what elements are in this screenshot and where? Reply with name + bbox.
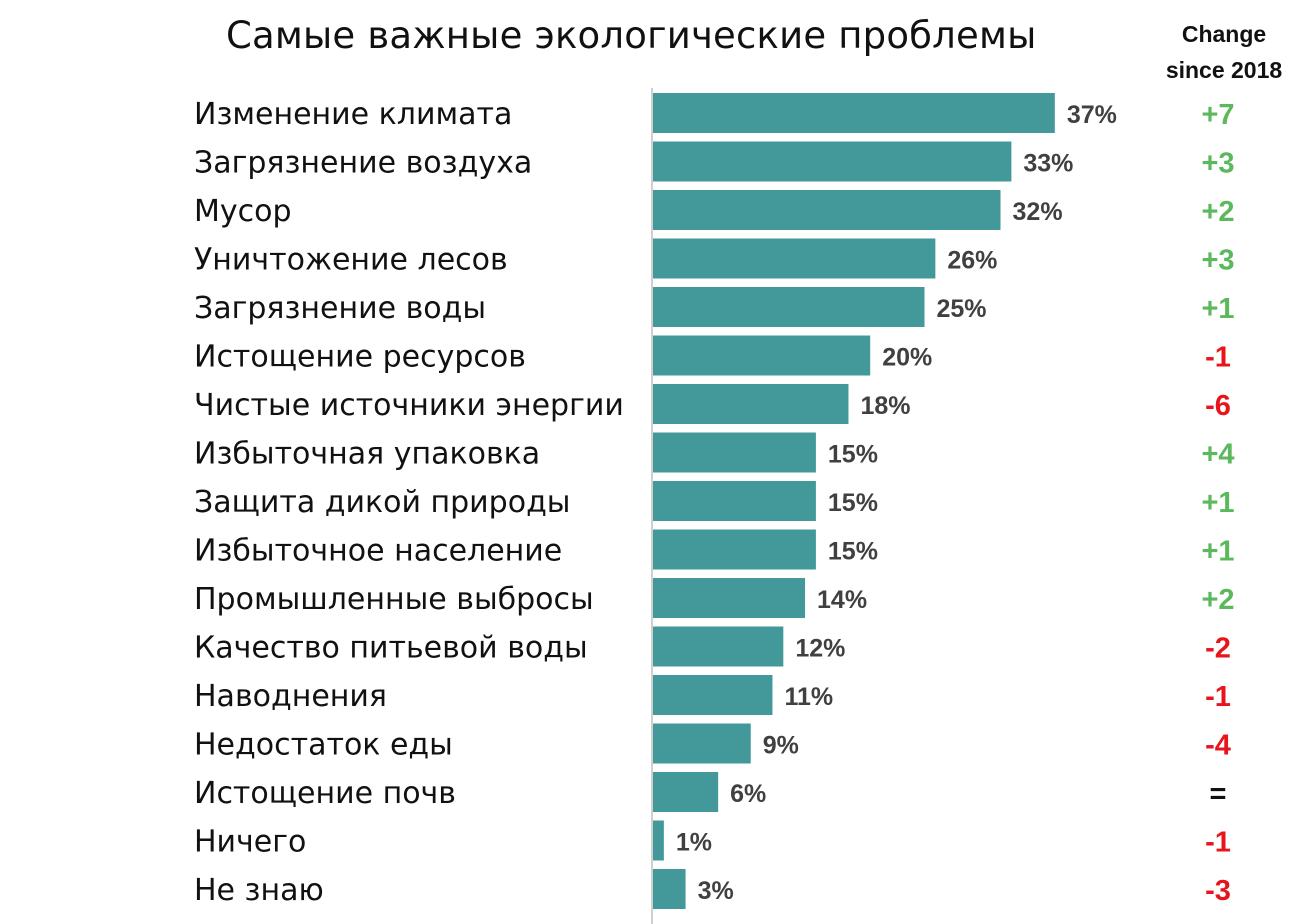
bar	[653, 529, 816, 570]
bar	[653, 190, 1001, 230]
change-value: +2	[1201, 584, 1234, 616]
bar-value-label: 33%	[1023, 150, 1073, 178]
bar-value-label: 37%	[1067, 101, 1117, 129]
bar	[653, 93, 1055, 133]
change-header-line-2: since 2018	[1165, 57, 1283, 83]
change-value: -6	[1205, 390, 1231, 422]
category-label: Наводнения	[194, 679, 387, 714]
bar-value-label: 15%	[828, 489, 878, 517]
change-header-line-1: Change	[1181, 21, 1267, 47]
bar	[653, 675, 773, 715]
change-value: +1	[1201, 293, 1234, 325]
category-label: Мусор	[194, 194, 292, 229]
bar-value-label: 15%	[828, 538, 878, 566]
bar-value-label: 1%	[676, 829, 712, 857]
bar-value-label: 15%	[828, 441, 878, 469]
category-label: Истощение почв	[194, 776, 456, 811]
change-value: +3	[1201, 148, 1234, 180]
bar-value-label: 12%	[795, 635, 845, 663]
bar	[653, 820, 664, 861]
change-value: -1	[1205, 681, 1231, 713]
category-label: Не знаю	[194, 873, 324, 908]
bar-value-label: 11%	[784, 683, 833, 711]
bar-value-label: 25%	[937, 295, 987, 323]
change-value: =	[1210, 778, 1227, 810]
bar	[653, 723, 751, 764]
category-label: Недостаток еды	[194, 728, 453, 763]
bar-value-label: 32%	[1013, 198, 1063, 226]
bar	[653, 141, 1012, 182]
change-value: -1	[1205, 827, 1231, 859]
change-value: -4	[1205, 730, 1231, 762]
change-value: -2	[1205, 633, 1231, 665]
category-label: Защита дикой природы	[194, 485, 571, 520]
change-value: +2	[1201, 196, 1234, 228]
bar-value-label: 26%	[947, 247, 997, 275]
chart-title: Самые важные экологические проблемы	[226, 14, 1037, 57]
category-label: Загрязнение воздуха	[194, 146, 532, 181]
category-label: Загрязнение воды	[194, 291, 486, 326]
bar	[653, 772, 719, 812]
category-label: Избыточное население	[194, 534, 562, 569]
change-value: +3	[1201, 245, 1234, 277]
bar	[653, 481, 816, 521]
change-value: -1	[1205, 342, 1231, 374]
category-label: Качество питьевой воды	[194, 631, 588, 666]
bar	[653, 287, 925, 327]
category-label: Уничтожение лесов	[194, 243, 508, 278]
bar-value-label: 20%	[882, 344, 932, 372]
change-header: Change since 2018	[1142, 16, 1301, 88]
bar-value-label: 3%	[698, 877, 734, 905]
change-value: +1	[1201, 487, 1234, 519]
change-value: +1	[1201, 536, 1234, 568]
category-label: Избыточная упаковка	[194, 437, 540, 472]
bar	[653, 869, 686, 909]
category-label: Ничего	[194, 825, 306, 860]
bar-value-label: 18%	[860, 392, 910, 420]
change-value: +7	[1201, 99, 1234, 131]
bar	[653, 432, 816, 473]
bar	[653, 238, 936, 279]
bar-value-label: 6%	[730, 780, 766, 808]
category-label: Промышленные выбросы	[194, 582, 594, 617]
change-value: -3	[1205, 875, 1231, 907]
bar-value-label: 9%	[763, 732, 799, 760]
category-label: Чистые источники энергии	[194, 388, 624, 423]
bar	[653, 384, 849, 424]
bar-value-label: 14%	[817, 586, 867, 614]
change-value: +4	[1201, 439, 1234, 471]
bar	[653, 578, 806, 618]
category-label: Изменение климата	[194, 97, 512, 132]
bar	[653, 626, 784, 667]
category-label: Истощение ресурсов	[194, 340, 526, 375]
bar	[653, 335, 871, 376]
